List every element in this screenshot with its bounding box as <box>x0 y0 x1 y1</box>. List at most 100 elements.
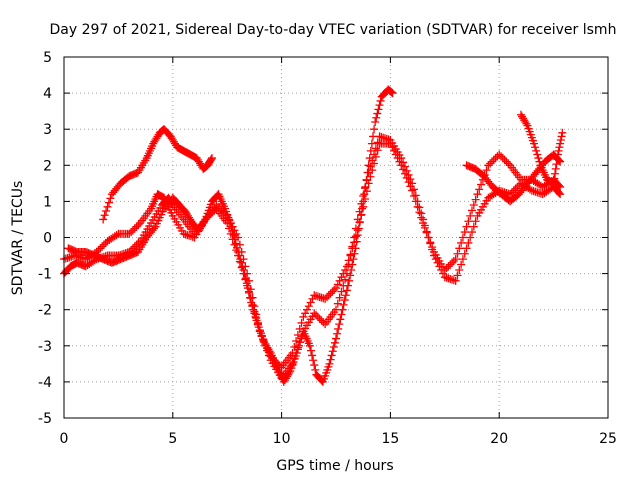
data-point <box>497 152 506 161</box>
data-point <box>526 185 535 194</box>
data-point <box>533 150 542 159</box>
data-point <box>367 139 376 148</box>
data-point <box>553 155 562 164</box>
data-point <box>426 238 435 247</box>
data-point <box>556 182 565 191</box>
data-point <box>491 154 500 163</box>
data-point <box>404 178 413 187</box>
data-point <box>249 305 258 314</box>
data-series <box>64 85 397 386</box>
data-point <box>246 293 255 302</box>
data-point <box>310 361 319 370</box>
data-point <box>417 213 426 222</box>
x-axis-label: GPS time / hours <box>276 458 393 474</box>
data-point <box>373 146 382 155</box>
data-point <box>553 150 562 159</box>
data-point <box>557 132 566 141</box>
data-point <box>351 232 360 241</box>
data-point <box>373 109 382 118</box>
data-point <box>236 255 245 264</box>
data-point <box>364 161 373 170</box>
y-tick-label: -1 <box>38 267 52 283</box>
data-point <box>502 157 511 166</box>
data-point <box>428 243 437 252</box>
data-point <box>347 265 356 274</box>
data-point <box>549 179 558 188</box>
data-point <box>413 202 422 211</box>
data-point <box>455 244 464 253</box>
data-point <box>229 231 238 240</box>
data-point <box>208 208 217 217</box>
data-point <box>349 255 358 264</box>
y-tick-label: 5 <box>43 50 52 66</box>
data-point <box>532 146 541 155</box>
data-point <box>424 233 433 242</box>
data-point <box>310 309 319 318</box>
data-point <box>299 312 308 321</box>
data-point <box>238 262 247 271</box>
data-point <box>457 260 466 269</box>
data-point <box>102 207 111 216</box>
data-point <box>422 228 431 237</box>
data-point <box>237 258 246 267</box>
data-point <box>361 182 370 191</box>
data-point <box>240 269 249 278</box>
data-point <box>103 202 112 211</box>
data-point <box>296 338 305 347</box>
data-point <box>399 165 408 174</box>
y-tick-label: 2 <box>43 158 52 174</box>
data-point <box>325 359 334 368</box>
data-point <box>395 157 404 166</box>
data-point <box>498 154 507 163</box>
data-point <box>128 244 137 253</box>
data-point <box>100 211 109 220</box>
data-point <box>449 256 458 265</box>
data-point <box>251 312 260 321</box>
y-axis-label: SDTVAR / TECUs <box>10 181 26 296</box>
data-point <box>243 284 252 293</box>
data-point <box>252 316 261 325</box>
x-tick-label: 15 <box>381 431 399 447</box>
data-point <box>466 233 475 242</box>
data-point <box>460 249 469 258</box>
data-point <box>482 166 491 175</box>
data-point <box>207 155 216 164</box>
data-point <box>484 161 493 170</box>
data-point <box>469 222 478 231</box>
data-point <box>302 305 311 314</box>
data-point <box>127 228 136 237</box>
data-point <box>94 246 103 255</box>
data-point <box>306 298 315 307</box>
data-point <box>506 190 515 199</box>
data-point <box>295 341 304 350</box>
data-point <box>458 255 467 264</box>
data-point <box>500 155 509 164</box>
data-point <box>402 173 411 182</box>
data-point <box>352 237 361 246</box>
data-point <box>242 279 251 288</box>
y-tick-label: -5 <box>38 411 52 427</box>
data-point <box>207 154 216 163</box>
x-tick-label: 20 <box>490 431 508 447</box>
data-point <box>360 190 369 199</box>
data-point <box>106 194 115 203</box>
data-point <box>342 262 351 271</box>
data-point <box>337 273 346 282</box>
data-point <box>455 265 464 274</box>
data-point <box>469 201 478 210</box>
data-point <box>329 343 338 352</box>
data-point <box>345 276 354 285</box>
data-point <box>551 169 560 178</box>
data-point <box>339 300 348 309</box>
data-point <box>321 294 330 303</box>
data-point <box>530 139 539 148</box>
y-tick-label: 4 <box>43 86 52 102</box>
data-point <box>376 96 385 105</box>
data-point <box>359 197 368 206</box>
data-point <box>556 136 565 145</box>
data-point <box>304 302 313 311</box>
data-point <box>451 255 460 264</box>
data-point <box>371 144 380 153</box>
data-point <box>415 208 424 217</box>
data-point <box>393 154 402 163</box>
